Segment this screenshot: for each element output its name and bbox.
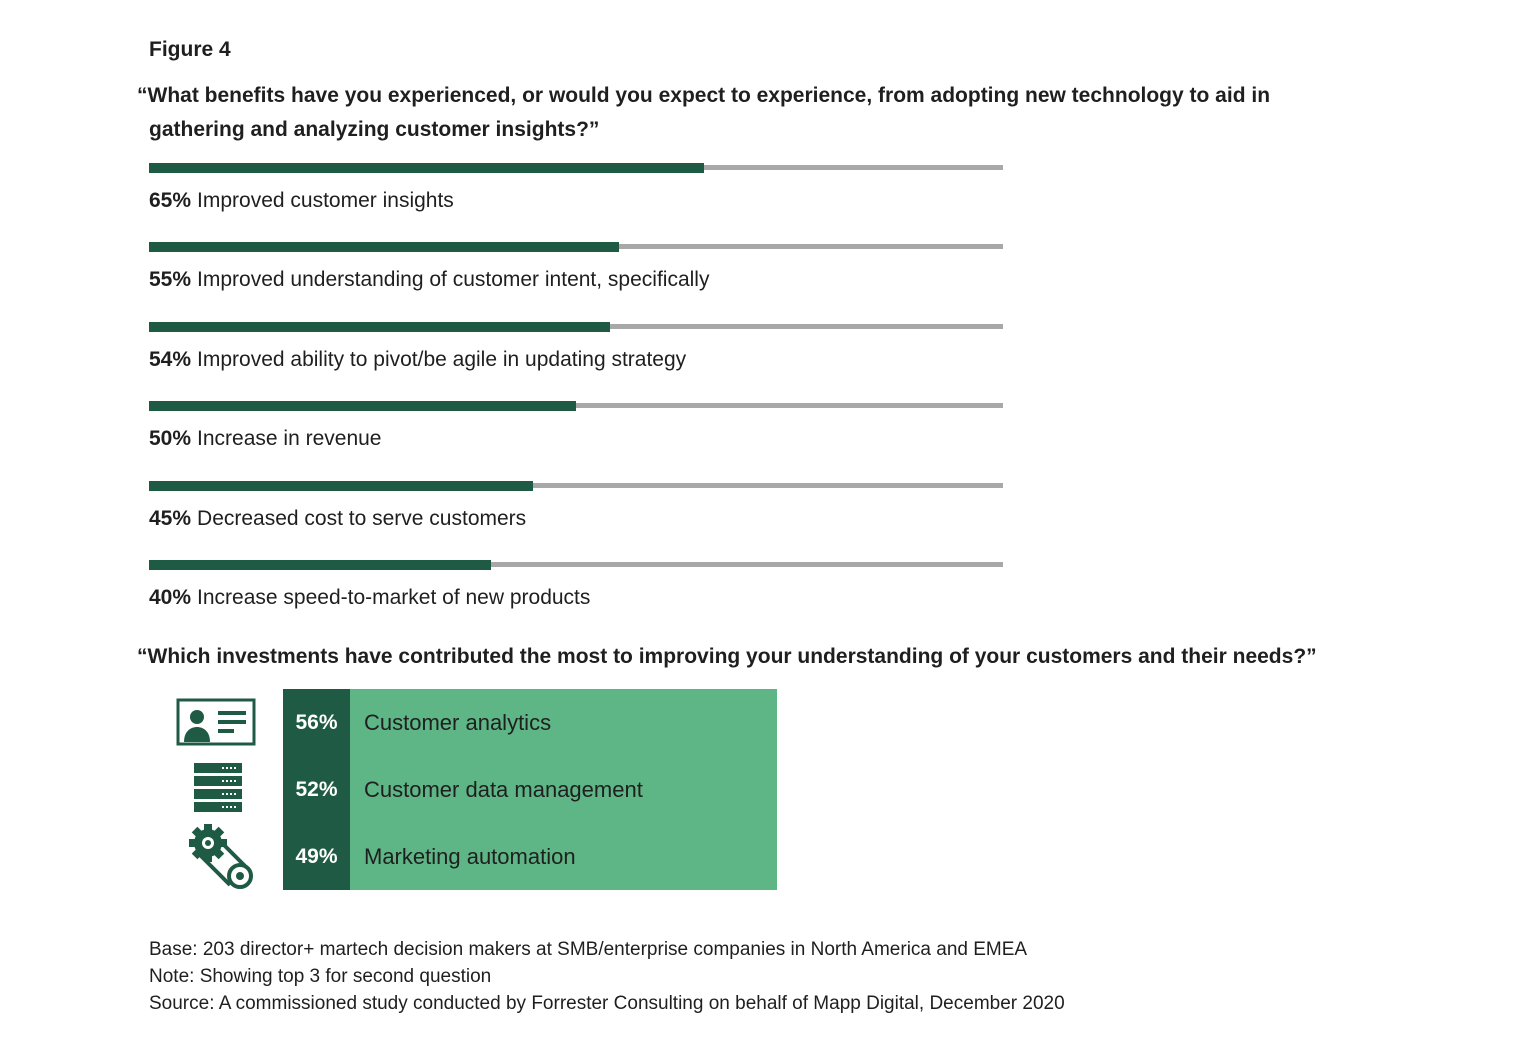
footnote-note: Note: Showing top 3 for second question	[149, 966, 492, 987]
bar-value-label: 50%	[149, 427, 192, 451]
question-2-title: “Which investments have contributed the …	[137, 645, 1317, 668]
investment-label: Customer data management	[364, 777, 643, 802]
bar-value-label: 40%	[149, 585, 192, 609]
bar-label: 45% Decreased cost to serve customers	[149, 507, 526, 531]
bar-value-label: 55%	[149, 268, 192, 292]
bar	[149, 401, 576, 412]
bar	[149, 163, 705, 173]
investment-row: 49% Marketing automation	[283, 823, 777, 890]
bar	[149, 559, 491, 570]
bar-category-label: Decreased cost to serve customers	[197, 506, 527, 530]
figure-label: Figure 4	[149, 38, 231, 61]
bar-label: 65% Improved customer insights	[149, 189, 454, 213]
bar-value-label: 45%	[149, 506, 192, 530]
bar-row: 55% Improved understanding of customer in…	[149, 242, 1003, 321]
bar-category-label: Improved understanding of customer inten…	[197, 268, 710, 292]
bar-row: 54% Improved ability to pivot/be agile in…	[149, 321, 1003, 401]
bar-category-label: Increase in revenue	[197, 427, 382, 451]
bar-category-label: Improved customer insights	[197, 189, 454, 212]
gear-conveyor-icon	[170, 823, 270, 890]
percent-column	[283, 689, 350, 890]
bar-track	[149, 561, 1003, 567]
investments-table: 56% Customer analytics 52% Customer data…	[283, 689, 777, 890]
bar	[149, 480, 534, 491]
bar-label: 54% Improved ability to pivot/be agile in…	[149, 348, 686, 372]
bar-track	[149, 482, 1003, 488]
investment-value: 52%	[295, 778, 338, 801]
investment-value: 49%	[295, 845, 338, 868]
footnote-source: Source: A commissioned study conducted b…	[149, 993, 1065, 1014]
customer-profile-icon	[170, 689, 270, 756]
bar-label: 55% Improved understanding of customer in…	[149, 268, 709, 292]
investment-row: 56% Customer analytics	[283, 689, 777, 756]
bar-row: 65% Improved customer insights	[149, 163, 1003, 242]
investment-row: 52% Customer data management	[283, 756, 777, 823]
bar-row: 45% Decreased cost to serve customers	[149, 480, 1003, 560]
bar-value-label: 65%	[149, 189, 192, 212]
benefits-bar-chart: 65% Improved customer insights 55% Improved…	[149, 163, 1003, 639]
bar-category-label: Increase speed-to-market of new products	[197, 585, 591, 609]
bar-label: 40% Increase speed-to-market of new produ…	[149, 586, 590, 610]
investment-label: Customer analytics	[364, 710, 552, 735]
footnote-base: Base: 203 director+ martech decision mak…	[149, 939, 1028, 960]
bar-track	[149, 403, 1003, 409]
bar-value-label: 54%	[149, 347, 192, 371]
question-1-title: “What benefits have you experienced, or …	[137, 79, 1397, 147]
bar-row: 40% Increase speed-to-market of new produ…	[149, 559, 1003, 639]
investment-value: 56%	[295, 711, 338, 734]
bar	[149, 321, 611, 332]
footnotes: Base: 203 director+ martech decision mak…	[149, 936, 1449, 1017]
bar	[149, 242, 619, 253]
investment-label: Marketing automation	[364, 844, 576, 869]
server-stack-icon	[170, 756, 270, 823]
bar-row: 50% Increase in revenue	[149, 401, 1003, 480]
question-1-line-2: gathering and analyzing customer insight…	[149, 118, 600, 141]
bar-label: 50% Increase in revenue	[149, 427, 381, 451]
question-1-line-1: “What benefits have you experienced, or …	[137, 84, 1271, 107]
bar-category-label: Improved ability to pivot/be agile in up…	[197, 347, 687, 371]
